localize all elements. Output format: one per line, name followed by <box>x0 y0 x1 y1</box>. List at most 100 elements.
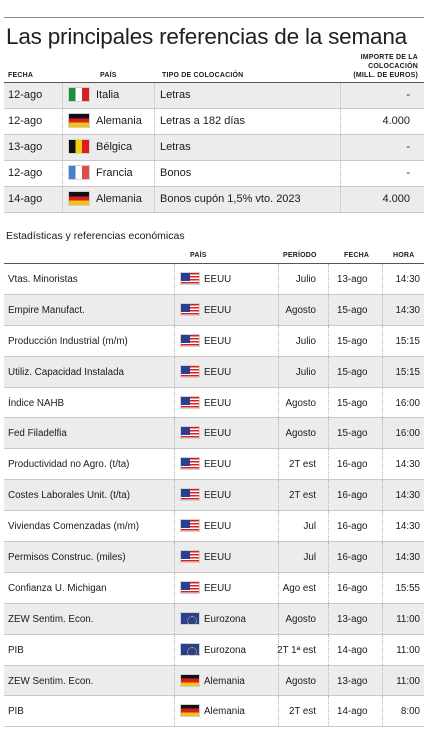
placement-fecha: 13-ago <box>8 141 43 153</box>
statistic-hora: 11:00 <box>396 644 420 656</box>
placement-row: 12-ago Italia Letras - <box>4 83 424 109</box>
statistic-hora: 14:30 <box>395 521 420 533</box>
column-divider <box>174 356 175 387</box>
column-divider <box>278 356 279 387</box>
statistic-row: PIB Alemania 2T est 14-ago 8:00 <box>4 696 424 728</box>
placement-row: 12-ago Alemania Letras a 182 días 4.000 <box>4 109 424 135</box>
column-divider <box>328 572 329 603</box>
statistic-indicador: PIB <box>8 644 24 656</box>
placement-fecha: 12-ago <box>8 167 43 179</box>
statistic-fecha: 16-ago <box>337 521 368 533</box>
statistic-hora: 16:00 <box>395 397 420 409</box>
header-tipo: TIPO DE COLOCACIÓN <box>162 72 244 79</box>
column-divider <box>382 572 383 603</box>
statistic-hora: 14:30 <box>395 274 420 285</box>
column-divider <box>174 325 175 356</box>
statistic-fecha: 16-ago <box>337 459 368 471</box>
germany-flag-icon <box>180 704 200 718</box>
statistic-row: Viviendas Comenzadas (m/m) EEUU Jul 16-ago 1… <box>4 511 424 543</box>
usa-flag-icon <box>180 302 200 316</box>
statistic-indicador: Producción Industrial (m/m) <box>8 335 128 347</box>
column-divider <box>340 187 341 212</box>
statistic-fecha: 13-ago <box>337 274 368 285</box>
column-divider <box>340 161 341 186</box>
column-divider <box>328 387 329 418</box>
statistic-indicador: ZEW Sentim. Econ. <box>8 675 94 687</box>
statistic-pais: EEUU <box>204 366 232 378</box>
placement-fecha: 14-ago <box>8 193 43 205</box>
placement-tipo: Letras <box>160 89 191 101</box>
statistic-periodo: 2T 1ª est <box>277 644 316 656</box>
column-divider <box>62 83 63 108</box>
column-divider <box>278 418 279 449</box>
italy-flag-icon <box>68 87 90 102</box>
usa-flag-icon <box>180 426 200 440</box>
statistic-indicador: Viviendas Comenzadas (m/m) <box>8 521 140 533</box>
column-divider <box>62 135 63 160</box>
column-divider <box>382 264 383 294</box>
placement-importe: - <box>406 141 410 153</box>
placements-table-body: 12-ago Italia Letras - 12-ago Alemania Letras … <box>4 83 424 213</box>
statistic-periodo: Agosto <box>285 304 316 316</box>
statistic-hora: 14:30 <box>395 552 420 564</box>
statistic-row: Vtas. Minoristas EEUU Julio 13-ago 14:30 <box>4 264 424 295</box>
statistic-pais: Eurozona <box>204 613 246 625</box>
statistic-periodo: Agosto <box>285 428 316 440</box>
column-divider <box>154 161 155 186</box>
placement-tipo: Letras <box>160 141 191 153</box>
placement-tipo: Bonos cupón 1,5% vto. 2023 <box>160 193 301 205</box>
column-divider <box>340 83 341 108</box>
header-importe-line3: (MILL. DE EUROS) <box>353 72 418 79</box>
column-divider <box>382 356 383 387</box>
column-divider <box>174 387 175 418</box>
column-divider <box>154 135 155 160</box>
placement-fecha: 12-ago <box>8 89 43 101</box>
statistic-indicador: Fed Filadelfia <box>8 428 67 440</box>
statistic-fecha: 15-ago <box>337 366 368 378</box>
statistic-row: PIB Eurozona 2T 1ª est 14-ago 11:00 <box>4 634 424 666</box>
placement-pais: Bélgica <box>96 141 133 153</box>
statistic-periodo: Agosto <box>285 613 316 625</box>
belgium-flag-icon <box>68 139 90 154</box>
column-divider <box>328 542 329 572</box>
page-title: Las principales referencias de la semana <box>6 24 407 49</box>
statistic-pais: EEUU <box>204 428 232 440</box>
column-divider <box>174 696 175 727</box>
usa-flag-icon <box>180 550 200 564</box>
usa-flag-icon <box>180 519 200 533</box>
column-divider <box>278 511 279 542</box>
column-divider <box>382 418 383 449</box>
placement-importe: 4.000 <box>382 193 410 205</box>
section-subtitle: Estadísticas y referencias económicas <box>6 230 185 242</box>
column-divider <box>382 665 383 696</box>
statistic-periodo: 2T est <box>288 490 316 502</box>
placement-row: 13-ago Bélgica Letras - <box>4 135 424 161</box>
statistic-indicador: PIB <box>8 706 24 718</box>
column-divider <box>278 325 279 356</box>
placement-pais: Italia <box>96 89 120 101</box>
column-divider <box>328 480 329 511</box>
column-divider <box>382 480 383 511</box>
column-divider <box>62 109 63 134</box>
column-divider <box>328 634 329 665</box>
statistic-periodo: Agosto <box>285 675 316 687</box>
statistic-fecha: 15-ago <box>337 428 368 440</box>
placement-importe: 4.000 <box>382 115 410 127</box>
statistic-pais: EEUU <box>204 582 232 594</box>
statistic-row: Utiliz. Capacidad Instalada EEUU Julio 15-a… <box>4 356 424 388</box>
column-divider <box>278 696 279 727</box>
column-divider <box>174 603 175 634</box>
statistic-pais: EEUU <box>204 490 232 502</box>
usa-flag-icon <box>180 364 200 378</box>
column-divider <box>174 572 175 603</box>
placement-row: 14-ago Alemania Bonos cupón 1,5% vto. 2023… <box>4 187 424 213</box>
header-fecha: FECHA <box>8 72 34 79</box>
statistic-pais: EEUU <box>204 304 232 316</box>
statistic-hora: 15:55 <box>395 582 420 594</box>
column-divider <box>154 109 155 134</box>
statistic-row: ZEW Sentim. Econ. Eurozona Agosto 13-ago 11:… <box>4 603 424 635</box>
statistic-indicador: Permisos Construc. (miles) <box>8 552 126 564</box>
column-divider <box>174 511 175 542</box>
placements-table-header: FECHA PAÍS TIPO DE COLOCACIÓN IMPORTE DE… <box>4 50 424 83</box>
statistic-indicador: Costes Laborales Unit. (t/ta) <box>8 490 130 502</box>
